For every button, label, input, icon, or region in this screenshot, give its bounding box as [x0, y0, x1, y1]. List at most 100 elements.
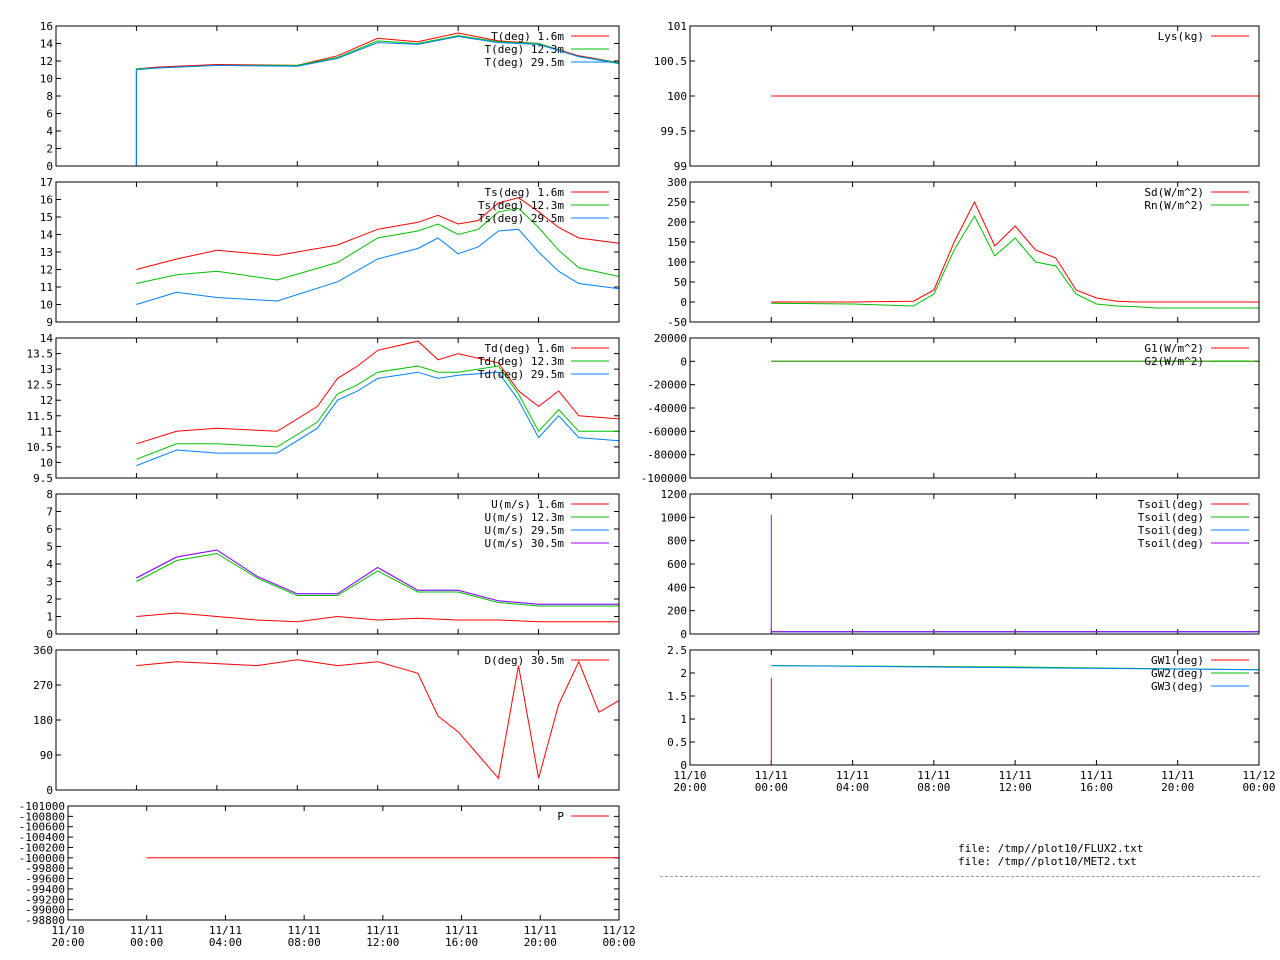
y-tick-label: 100	[667, 90, 687, 103]
legend-label: Sd(W/m^2)	[1144, 186, 1204, 199]
y-tick-label: 1.5	[667, 690, 687, 703]
y-tick-label: 6	[46, 108, 53, 121]
y-tick-label: 100.5	[654, 55, 687, 68]
y-tick-label: 2	[680, 667, 687, 680]
panel-d: 0 90 180 270 360 D(deg) 30.5m	[33, 644, 620, 797]
y-tick-label: 0.5	[667, 736, 687, 749]
series-line-ts-0	[136, 197, 620, 270]
legend-label: U(m/s) 30.5m	[485, 537, 565, 550]
y-tick-label: 10	[40, 299, 53, 312]
legend-label: U(m/s) 12.3m	[485, 511, 565, 524]
y-tick-label: -100800	[19, 810, 65, 823]
x-tick-time: 20:00	[673, 781, 706, 794]
y-tick-label: -99200	[25, 893, 65, 906]
y-tick-label: 360	[33, 644, 53, 657]
y-tick-label: 400	[667, 581, 687, 594]
y-tick-label: -100600	[19, 821, 65, 834]
x-tick-date: 11/11	[917, 769, 950, 782]
series-line-u-1	[136, 552, 619, 607]
y-tick-label: 150	[667, 236, 687, 249]
y-tick-label: 0	[46, 628, 53, 641]
panel-t: 0 2 4 6 8 10 12 14 16 T(deg) 1.6mT(deg) 12.3mT(de…	[40, 20, 620, 173]
x-tick-date: 11/12	[602, 924, 635, 937]
panel-td: 9.5 10 10.5 11 11.5 12 12.5 13 13.5 14 Td(deg) 1.6…	[27, 332, 620, 485]
y-tick-label: 17	[40, 176, 53, 189]
x-tick-date: 11/11	[366, 924, 399, 937]
y-tick-label: 90	[40, 749, 53, 762]
y-tick-label: 15	[40, 211, 53, 224]
y-tick-label: 300	[667, 176, 687, 189]
series-line-td-2	[136, 371, 620, 467]
legend-label: T(deg) 1.6m	[491, 30, 564, 43]
y-tick-label: 200	[667, 216, 687, 229]
x-tick-time: 00:00	[1242, 781, 1275, 794]
panel-u: 0 1 2 3 4 5 6 7 8 U(m/s) 1.6mU(m/s) 12.3mU(m/s) 2…	[46, 488, 620, 641]
y-tick-label: 8	[46, 90, 53, 103]
x-tick-date: 11/11	[836, 769, 869, 782]
y-tick-label: 800	[667, 535, 687, 548]
legend-label: Tsoil(deg)	[1138, 498, 1204, 511]
y-tick-label: 14	[40, 332, 54, 345]
y-tick-label: -99600	[25, 873, 65, 886]
legend-label: P	[557, 810, 564, 823]
y-tick-label: 9	[46, 316, 53, 329]
separator-line	[660, 876, 1260, 877]
y-tick-label: -40000	[647, 402, 687, 415]
y-tick-label: 16	[40, 194, 53, 207]
series-line-gw-2	[771, 665, 1260, 671]
y-tick-label: 0	[46, 160, 53, 173]
x-tick-date: 11/11	[288, 924, 321, 937]
x-tick-time: 20:00	[51, 936, 84, 949]
series-line-u-2	[136, 549, 619, 605]
legend-label: U(m/s) 29.5m	[485, 524, 565, 537]
y-tick-label: 101	[667, 20, 687, 33]
series-line-tsoil-3	[770, 515, 1259, 634]
y-tick-label: 5	[46, 541, 53, 554]
legend-label: U(m/s) 1.6m	[491, 498, 564, 511]
y-tick-label: 12	[40, 264, 53, 277]
y-tick-label: -50	[667, 316, 687, 329]
file-list: file: /tmp//plot10/FLUX2.txt file: /tmp/…	[958, 842, 1143, 868]
y-tick-label: 13	[40, 246, 53, 259]
legend-label: Lys(kg)	[1158, 30, 1204, 43]
y-tick-label: 1	[46, 611, 53, 624]
y-tick-label: 1200	[661, 488, 688, 501]
series-line-rad-0	[771, 200, 1259, 303]
x-tick-time: 20:00	[1161, 781, 1194, 794]
x-tick-time: 08:00	[917, 781, 950, 794]
legend-label: G2(W/m^2)	[1144, 355, 1204, 368]
file-line-flux: file: /tmp//plot10/FLUX2.txt	[958, 842, 1144, 855]
plot-frame	[689, 493, 1260, 635]
x-tick-time: 16:00	[445, 936, 478, 949]
y-tick-label: 100	[667, 256, 687, 269]
x-tick-time: 12:00	[999, 781, 1032, 794]
series-line-ts-2	[136, 228, 620, 305]
plot-frame	[689, 649, 1260, 766]
y-tick-label: 99.5	[661, 125, 688, 138]
legend-label: GW3(deg)	[1151, 680, 1204, 693]
y-tick-label: -99800	[25, 862, 65, 875]
series-line-ts-1	[136, 207, 620, 284]
x-tick-time: 16:00	[1080, 781, 1113, 794]
y-tick-label: 11	[40, 281, 53, 294]
x-tick-date: 11/11	[209, 924, 242, 937]
panel-tsoil: 020040060080010001200Tsoil(deg)Tsoil(deg…	[661, 488, 1260, 641]
legend-label: Tsoil(deg)	[1138, 524, 1204, 537]
legend-label: Ts(deg) 12.3m	[478, 199, 564, 212]
x-tick-time: 00:00	[755, 781, 788, 794]
x-tick-date: 11/10	[51, 924, 84, 937]
plot-frame	[689, 25, 1260, 167]
plot-frame	[689, 181, 1260, 323]
y-tick-label: 99	[674, 160, 687, 173]
y-tick-label: 10	[40, 73, 53, 86]
series-line-td-1	[136, 365, 619, 460]
y-tick-label: 200	[667, 605, 687, 618]
legend-label: Td(deg) 12.3m	[478, 355, 564, 368]
x-tick-time: 04:00	[209, 936, 242, 949]
y-tick-label: 10.5	[27, 441, 54, 454]
x-tick-date: 11/11	[130, 924, 163, 937]
legend-label: GW1(deg)	[1151, 654, 1204, 667]
panel-g: -100000 -80000 -60000 -40000 -20000 0 20000 G1(…	[641, 332, 1260, 485]
x-tick-date: 11/10	[673, 769, 706, 782]
